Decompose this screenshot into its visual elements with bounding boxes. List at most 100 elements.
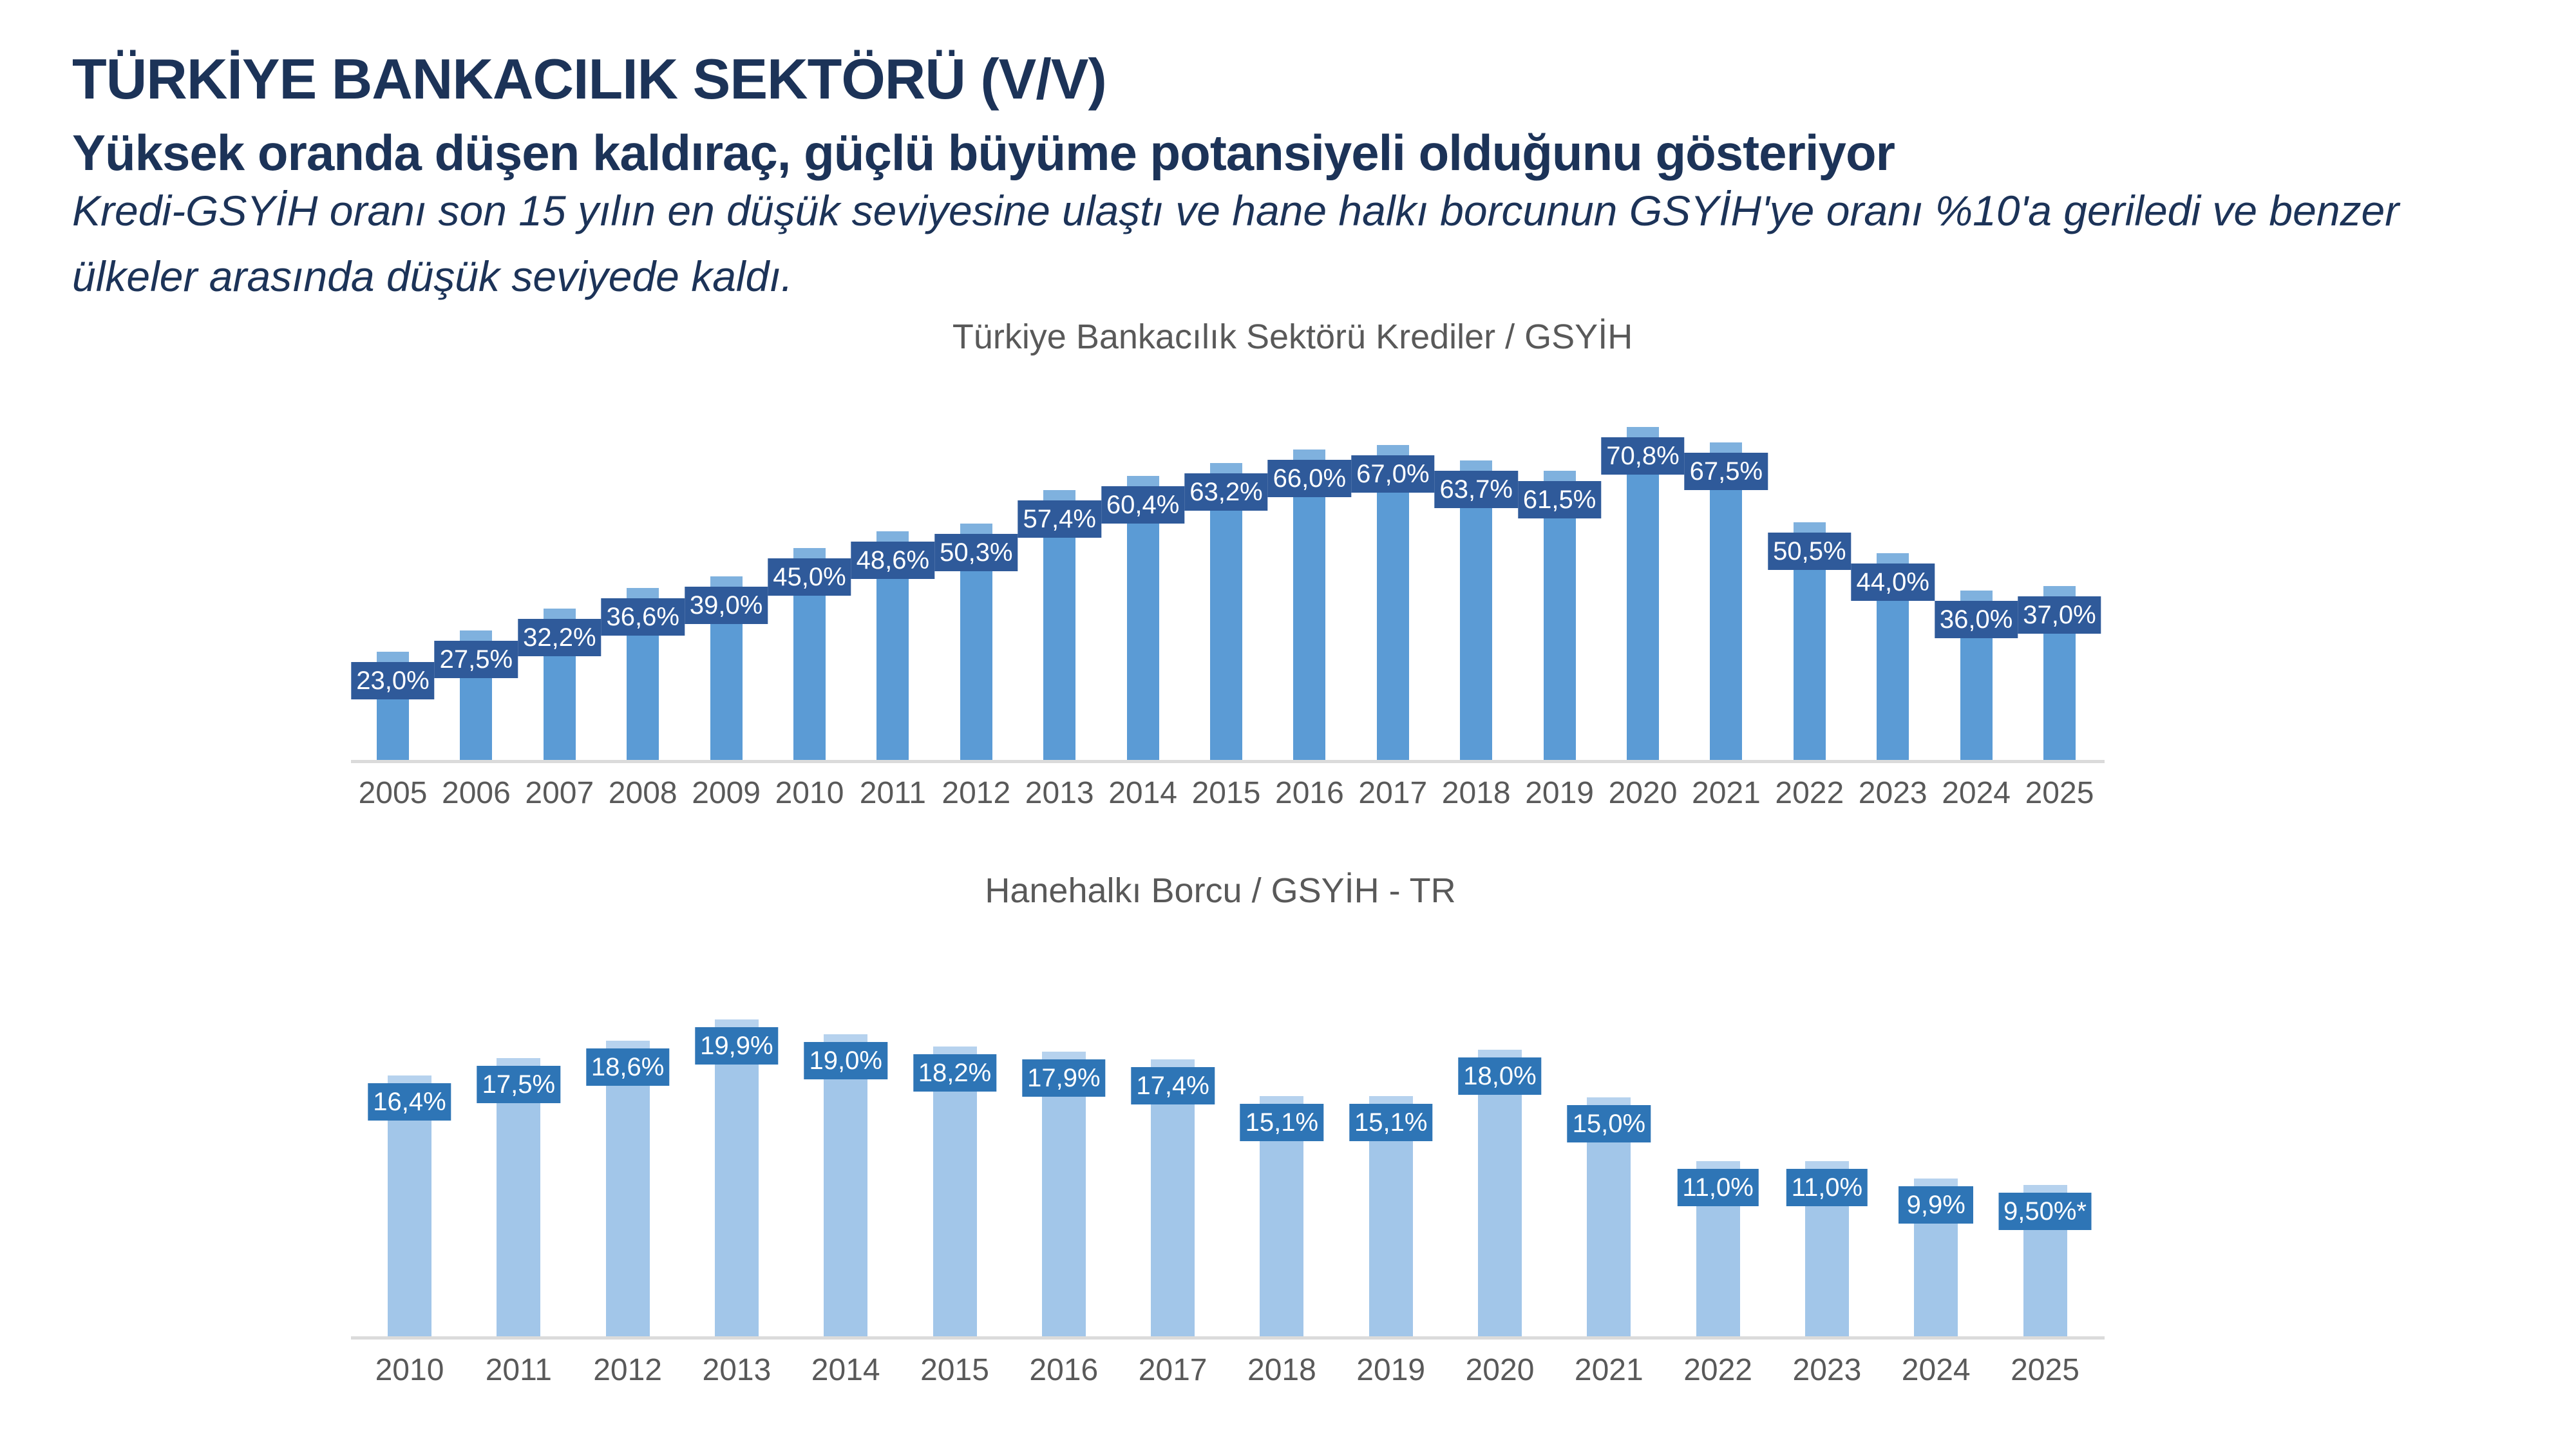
x-axis-label: 2012 <box>942 776 1011 810</box>
bar <box>1478 1050 1522 1336</box>
bar-tip-highlight <box>1793 522 1826 533</box>
x-axis-label: 2024 <box>1942 776 2011 810</box>
bar <box>1293 450 1326 760</box>
bar-tip-highlight <box>1126 476 1159 486</box>
bar-tip-highlight <box>1460 460 1493 471</box>
bar-tip-highlight <box>1210 463 1242 473</box>
bar-value-label: 16,4% <box>368 1083 451 1121</box>
x-axis-label: 2013 <box>702 1353 772 1387</box>
bar-value-label: 36,0% <box>1934 601 2018 638</box>
x-axis-line <box>351 1336 2105 1340</box>
x-axis-label: 2011 <box>859 776 926 810</box>
chart-title-household-debt: Hanehalkı Borcu / GSYİH - TR <box>985 871 1456 910</box>
x-axis-label: 2016 <box>1275 776 1344 810</box>
bar-tip-highlight <box>605 1041 650 1048</box>
page-subtitle: Yüksek oranda düşen kaldıraç, güçlü büyü… <box>72 124 1895 181</box>
x-axis-label: 2017 <box>1138 1353 1208 1387</box>
x-axis-label: 2010 <box>375 1353 444 1387</box>
bar <box>1151 1059 1195 1336</box>
bar-tip-highlight <box>1877 553 1909 564</box>
bar-tip-highlight <box>1710 442 1743 453</box>
bar-tip-highlight <box>1260 1096 1304 1104</box>
bar-value-label: 63,7% <box>1434 471 1518 508</box>
bar <box>1376 445 1409 760</box>
bar-value-label: 23,0% <box>351 662 435 699</box>
x-axis-label: 2012 <box>593 1353 662 1387</box>
x-axis-label: 2021 <box>1574 1353 1643 1387</box>
bar-value-label: 50,5% <box>1768 533 1852 570</box>
bar <box>1627 427 1659 760</box>
bar-tip-highlight <box>627 588 659 598</box>
bar-value-label: 63,2% <box>1184 473 1268 511</box>
bar-value-label: 17,5% <box>477 1066 561 1103</box>
bar-tip-highlight <box>1478 1050 1522 1057</box>
x-axis-label: 2021 <box>1692 776 1761 810</box>
bar-tip-highlight <box>1543 471 1576 481</box>
bar-tip-highlight <box>1151 1059 1195 1067</box>
bar-tip-highlight <box>377 652 409 662</box>
x-axis-label: 2008 <box>608 776 677 810</box>
bar-value-label: 57,4% <box>1018 500 1101 538</box>
x-axis-label: 2023 <box>1858 776 1927 810</box>
bar-value-label: 19,0% <box>804 1042 887 1079</box>
bar-tip-highlight <box>1960 591 1993 601</box>
bar-value-label: 36,6% <box>601 598 685 636</box>
x-axis-label: 2020 <box>1608 776 1678 810</box>
x-axis-line <box>351 760 2105 763</box>
x-axis-label: 2010 <box>775 776 844 810</box>
bar-value-label: 18,6% <box>585 1048 670 1086</box>
x-axis-label: 2007 <box>525 776 594 810</box>
bar-tip-highlight <box>933 1046 977 1054</box>
bar-tip-highlight <box>2023 1185 2067 1193</box>
bar-tip-highlight <box>2043 586 2076 596</box>
bar-tip-highlight <box>1627 427 1659 437</box>
bar <box>1543 471 1576 760</box>
x-axis-label: 2005 <box>358 776 428 810</box>
bar-tip-highlight <box>460 630 493 641</box>
bar-tip-highlight <box>1914 1179 1958 1186</box>
bar <box>1460 460 1493 760</box>
bar-value-label: 9,50%* <box>1998 1193 2092 1230</box>
bar <box>1210 463 1242 760</box>
bar-value-label: 60,4% <box>1101 486 1185 524</box>
bar-value-label: 37,0% <box>2018 596 2101 634</box>
x-axis-label: 2006 <box>442 776 511 810</box>
x-axis-label: 2023 <box>1792 1353 1862 1387</box>
bar-value-label: 67,5% <box>1684 453 1768 490</box>
x-axis-label: 2018 <box>1441 776 1511 810</box>
bar <box>824 1034 868 1336</box>
bar-value-label: 11,0% <box>1677 1169 1759 1206</box>
bar-tip-highlight <box>1696 1161 1740 1169</box>
bar-tip-highlight <box>1043 490 1076 500</box>
bar-value-label: 9,9% <box>1899 1186 1974 1224</box>
x-axis-label: 2018 <box>1247 1353 1316 1387</box>
x-axis-label: 2025 <box>2025 776 2094 810</box>
bar <box>1710 442 1743 760</box>
x-axis-label: 2016 <box>1029 1353 1099 1387</box>
x-axis-label: 2019 <box>1525 776 1594 810</box>
bar-tip-highlight <box>710 576 743 587</box>
x-axis-label: 2025 <box>2011 1353 2079 1387</box>
bar-value-label: 48,6% <box>851 542 935 579</box>
x-axis-label: 2015 <box>1191 776 1261 810</box>
x-axis-label: 2024 <box>1901 1353 1971 1387</box>
chart-title-credits-gdp: Türkiye Bankacılık Sektörü Krediler / GS… <box>952 317 1633 356</box>
bar-tip-highlight <box>1041 1052 1086 1059</box>
x-axis-label: 2022 <box>1683 1353 1752 1387</box>
bar-tip-highlight <box>1804 1161 1849 1169</box>
x-axis-label: 2019 <box>1356 1353 1426 1387</box>
bar-tip-highlight <box>1587 1097 1631 1105</box>
bar-value-label: 66,0% <box>1267 460 1352 497</box>
bar <box>1041 1052 1086 1336</box>
x-axis-label: 2013 <box>1025 776 1094 810</box>
bar-tip-highlight <box>793 548 826 558</box>
bar <box>497 1058 541 1336</box>
bar-value-label: 11,0% <box>1786 1169 1868 1206</box>
bar-tip-highlight <box>1368 1096 1413 1104</box>
bar-value-label: 61,5% <box>1517 481 1602 518</box>
bar-value-label: 19,9% <box>695 1027 779 1065</box>
bar-tip-highlight <box>1293 450 1326 460</box>
bar-value-label: 15,1% <box>1240 1104 1324 1141</box>
bar <box>714 1019 759 1336</box>
